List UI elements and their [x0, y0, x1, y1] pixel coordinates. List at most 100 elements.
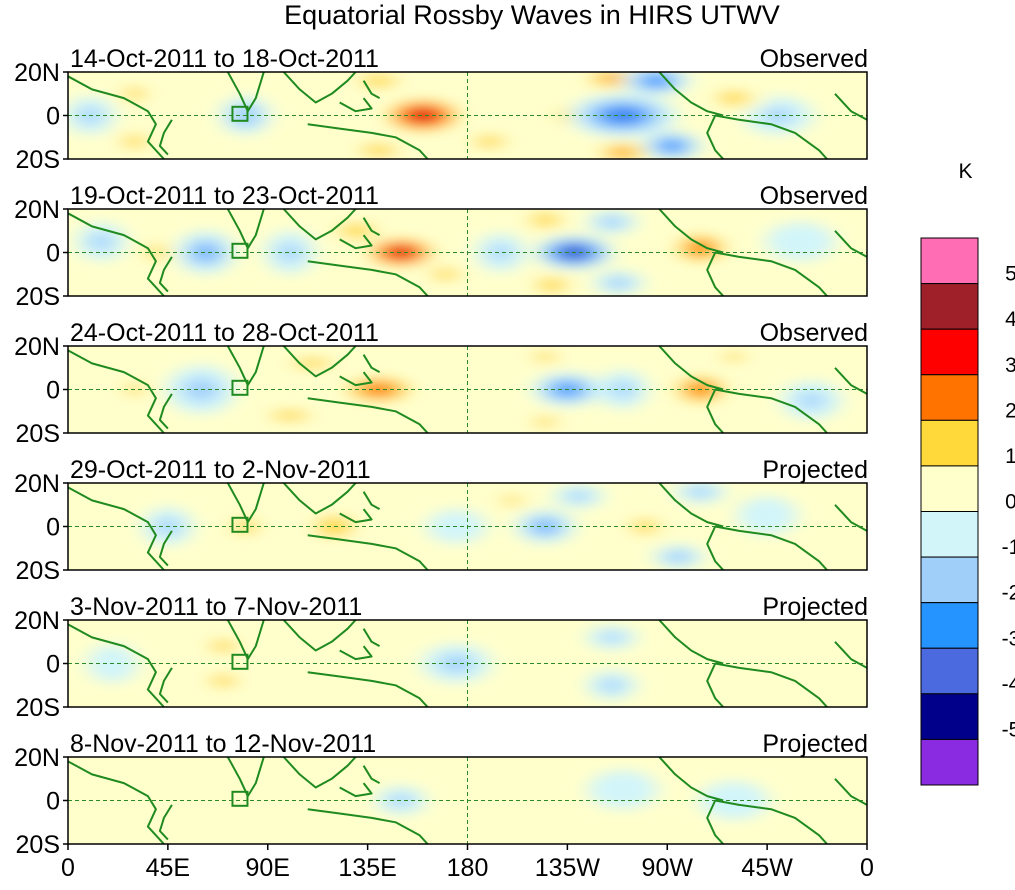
anomaly-contour: [534, 416, 557, 428]
coastline: [339, 645, 373, 661]
region-box-marker: [231, 379, 249, 396]
anomaly-contour: [588, 770, 658, 809]
region-box-marker: [231, 790, 249, 807]
x-tick-label: 180: [447, 854, 489, 882]
colorbar-label: -4: [1002, 673, 1015, 696]
colorbar-label: -5: [1002, 718, 1015, 741]
panel-kind-label: Projected: [762, 730, 868, 758]
coastline: [307, 808, 429, 844]
x-tick-label: 0: [860, 854, 874, 882]
colorbar-label: 4: [1005, 308, 1015, 331]
coastline: [834, 641, 867, 669]
coastline: [307, 671, 429, 707]
coastline: [282, 346, 357, 378]
anomaly-contour: [601, 75, 622, 82]
anomaly-contour: [601, 632, 622, 643]
panel-plot: [68, 209, 867, 296]
coastline: [715, 388, 828, 433]
colorbar: K 5 4 3 2 1 0 -1 -2 -3 -4 -5: [920, 160, 1015, 786]
panel-plot: [68, 346, 867, 433]
x-tick-label: 90W: [642, 854, 694, 882]
coastline: [362, 628, 381, 647]
coastline: [658, 346, 724, 391]
anomaly-contour: [766, 222, 835, 261]
coastline: [158, 530, 173, 567]
coastlines: [68, 346, 867, 433]
coastline: [706, 389, 724, 433]
panel-3: 24-Oct-2011 to 28-Oct-2011 Observed 20N 0 20…: [14, 319, 868, 448]
y-tick-label: 0: [46, 377, 60, 405]
x-tick-label: 45W: [741, 854, 793, 882]
anomaly-contour: [658, 139, 685, 153]
region-box-marker: [231, 105, 249, 122]
y-tick-label: 20N: [14, 196, 60, 224]
coastline: [339, 234, 373, 250]
anomaly-contour: [198, 246, 214, 259]
colorbar-bin: [920, 511, 979, 558]
panel-date-range: 14-Oct-2011 to 18-Oct-2011: [70, 45, 379, 73]
coastline: [362, 765, 381, 784]
y-tick-label: 20S: [16, 146, 60, 174]
anomaly-contour: [799, 392, 824, 409]
coastline: [706, 800, 724, 844]
anomaly-contour: [90, 233, 113, 251]
colorbar-label: -2: [1002, 582, 1015, 605]
anomaly-contour: [360, 144, 397, 157]
panel-date-range: 24-Oct-2011 to 28-Oct-2011: [70, 319, 379, 347]
y-tick-label: 20N: [14, 59, 60, 87]
anomaly-contour: [432, 267, 459, 281]
anomaly-contour: [471, 73, 531, 98]
panel-plot: [68, 757, 867, 844]
anomaly-contour: [210, 639, 237, 653]
panel-date-range: 3-Nov-2011 to 7-Nov-2011: [70, 593, 362, 621]
anomaly-contour: [605, 276, 632, 290]
coastline: [68, 75, 165, 159]
y-tick-label: 20N: [14, 607, 60, 635]
anomaly-contour: [723, 351, 744, 362]
coastline: [158, 667, 173, 704]
panel-kind-label: Projected: [762, 593, 868, 621]
coastline: [339, 508, 373, 524]
y-tick-label: 20N: [14, 333, 60, 361]
x-tick-label: 135W: [535, 854, 601, 882]
panels-group: 14-Oct-2011 to 18-Oct-2011 Observed 20N 0 20…: [14, 45, 868, 859]
anomaly-contour: [720, 266, 770, 291]
coastline: [282, 209, 357, 241]
colorbar-bin: [920, 283, 979, 330]
coastline: [658, 620, 724, 665]
anomaly-contour: [270, 410, 310, 421]
anomaly-contour: [338, 223, 375, 239]
y-tick-label: 0: [46, 103, 60, 131]
panel-kind-label: Projected: [762, 456, 868, 484]
coastline: [658, 483, 724, 528]
coastline: [68, 486, 165, 570]
y-tick-label: 20S: [16, 557, 60, 585]
coastline: [282, 72, 357, 104]
coastline: [715, 251, 828, 296]
anomaly-contour: [413, 111, 433, 120]
anomaly-contour: [665, 550, 692, 564]
anomaly-contour: [600, 678, 623, 692]
panel-5: 3-Nov-2011 to 7-Nov-2011 Projected 20N 0 20S: [14, 593, 868, 722]
anomaly-contour: [124, 86, 145, 101]
region-box-marker: [231, 653, 249, 670]
anomaly-field: [76, 209, 835, 296]
region-box-marker: [231, 242, 249, 259]
coastline: [715, 662, 828, 707]
colorbar-bin: [920, 465, 979, 512]
coastline: [282, 483, 357, 515]
coastline: [282, 620, 357, 652]
anomaly-contour: [534, 351, 557, 363]
colorbar-bin: [920, 602, 979, 649]
anomaly-contour: [474, 135, 505, 148]
coastline: [307, 534, 429, 570]
anomaly-contour: [688, 486, 713, 498]
anomaly-contour: [536, 277, 567, 293]
y-tick-label: 20N: [14, 744, 60, 772]
coastline: [68, 349, 165, 433]
y-tick-label: 20S: [16, 420, 60, 448]
coastline: [834, 367, 867, 395]
colorbar-label: 5: [1005, 263, 1015, 286]
anomaly-contour: [598, 215, 625, 229]
anomaly-contour: [737, 496, 797, 535]
